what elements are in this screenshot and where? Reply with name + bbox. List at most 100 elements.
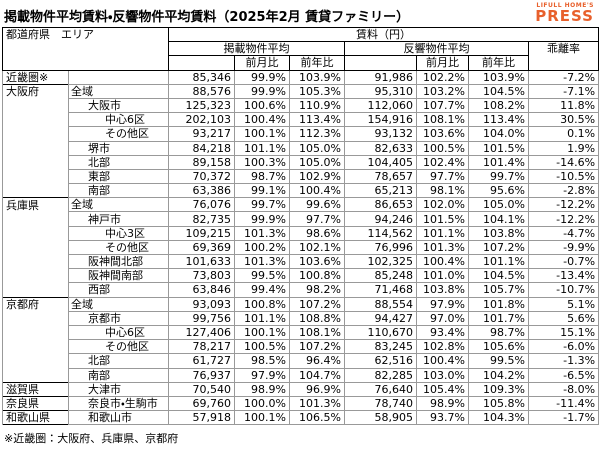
value-cell: 101.3% [234,225,290,241]
value-cell: 105.0% [289,154,345,170]
pref-cell [2,240,69,255]
area-cell: 阪神間南部 [68,268,169,284]
value-cell: 112,060 [344,97,417,114]
value-cell: 101.7% [468,310,529,326]
value-cell: 91,986 [344,69,417,85]
area-cell: 神戸市 [68,211,169,227]
value-cell: 97.0% [416,310,469,326]
value-cell: 102.8% [416,339,469,355]
value-cell: 88,576 [168,83,235,99]
data-row: 中心6区 202,103 100.4% 113.4% 154,916 108.1% 113.… [2,112,600,128]
value-cell: 99.4% [234,282,290,298]
value-cell: 104.2% [468,367,529,383]
value-cell: 98.1% [416,183,469,199]
area-cell: 大阪市 [68,97,169,114]
value-cell: 69,369 [168,239,235,256]
pref-cell: 兵庫県 [2,197,69,212]
value-cell: -1.3% [527,353,600,369]
area-cell: 堺市 [68,140,169,156]
value-cell: 70,372 [168,168,235,185]
value-cell: -12.2% [527,197,600,213]
value-cell: 105.8% [468,395,529,412]
value-cell: 114,562 [344,225,417,241]
area-cell: 奈良市・生駒市 [68,395,169,412]
pref-cell [2,141,69,156]
value-cell: 85,248 [344,268,417,284]
table-body: 近畿圏※ 85,346 99.9% 103.9% 91,986 102.2% 103.9% -… [2,69,600,426]
value-cell: 100.5% [234,339,290,355]
value-cell: 110,670 [344,324,417,341]
value-cell: 94,246 [344,211,417,227]
head-row: 掲載物件平均 反響物件平均 乖離率 [3,41,600,71]
value-cell: -7.2% [527,69,600,85]
data-row: 南部 63,386 99.1% 100.4% 65,213 98.1% 95.6% -2.8% [2,183,600,199]
title: 掲載物件平均賃料・反響物件平均賃料（2025年2月 賃貸ファミリー） [4,10,410,25]
data-row: その他区 78,217 100.5% 107.2% 83,245 102.8% 105.6%… [2,339,600,355]
value-cell: 76,640 [344,381,417,397]
pref-cell [2,254,69,269]
area-cell: 全域 [68,296,169,312]
value-cell: 113.4% [289,112,345,128]
value-cell: -6.5% [527,367,600,383]
area-cell: その他区 [68,239,169,256]
head-yoy: 前年比 [468,55,529,71]
value-cell: -10.5% [527,168,600,185]
value-cell: -7.1% [527,83,600,99]
pref-cell [2,183,69,198]
pref-cell [2,112,69,127]
value-cell: 83,245 [344,339,417,355]
area-cell [68,69,169,85]
value-cell: -0.7% [527,253,600,270]
value-cell: 99.5% [234,268,290,284]
value-cell: 96.4% [289,353,345,369]
value-cell: 99.1% [234,183,290,199]
pref-cell: 京都府 [2,296,69,312]
value-cell: 99,756 [168,310,235,326]
value-cell: 93,093 [168,296,235,312]
value-cell: 70,540 [168,381,235,397]
value-cell: 103.8% [468,225,529,241]
value-cell: 98.2% [289,282,345,298]
head-listed: 掲載物件平均 [168,41,345,57]
value-cell: 101.8% [468,296,529,312]
value-cell: 99.9% [234,83,290,99]
value-cell: 101.1% [468,253,529,270]
value-cell: 107.2% [289,296,345,312]
value-cell: 98.9% [234,381,290,397]
data-row: 和歌山県 和歌山市 57,918 100.1% 106.5% 58,905 93.7% 104… [2,410,600,426]
area-cell: 北部 [68,154,169,170]
value-cell: 113.4% [468,112,529,128]
value-cell: 100.3% [234,154,290,170]
value-cell: -1.7% [527,410,600,426]
value-cell: 73,803 [168,268,235,284]
pref-cell [2,169,69,184]
logo: LIFULL HOME'S PRESS [535,3,594,24]
pref-cell: 奈良県 [2,395,69,411]
data-row: 阪神間南部 73,803 99.5% 100.8% 85,248 101.0% 104.5%… [2,268,600,284]
value-cell: 62,516 [344,353,417,369]
value-cell: 103.8% [416,282,469,298]
value-cell: 61,727 [168,353,235,369]
value-cell: -13.4% [527,268,600,284]
value-cell: 101.0% [416,268,469,284]
value-cell: -8.0% [527,381,600,397]
value-cell: 99.6% [289,197,345,213]
value-cell: 99.9% [234,211,290,227]
value-cell: 202,103 [168,112,235,128]
data-row: 東部 70,372 98.7% 102.9% 78,657 97.7% 99.7% -10.5… [2,168,600,185]
area-cell: 南部 [68,183,169,199]
value-cell: 100.1% [234,410,290,426]
data-row: 大阪府 全域 88,576 99.9% 105.3% 95,310 103.2% 104.5%… [2,83,600,99]
value-cell: 100.1% [234,126,290,142]
value-cell: 58,905 [344,410,417,426]
value-cell: 98.7% [234,168,290,185]
value-cell: -2.8% [527,183,600,199]
value-cell: 5.6% [527,310,600,326]
value-cell: 101.5% [468,140,529,156]
value-cell: 99.7% [234,197,290,213]
value-cell: 86,653 [344,197,417,213]
value-cell: 101.4% [468,154,529,170]
value-cell: 98.5% [234,353,290,369]
value-cell: 101.1% [416,225,469,241]
